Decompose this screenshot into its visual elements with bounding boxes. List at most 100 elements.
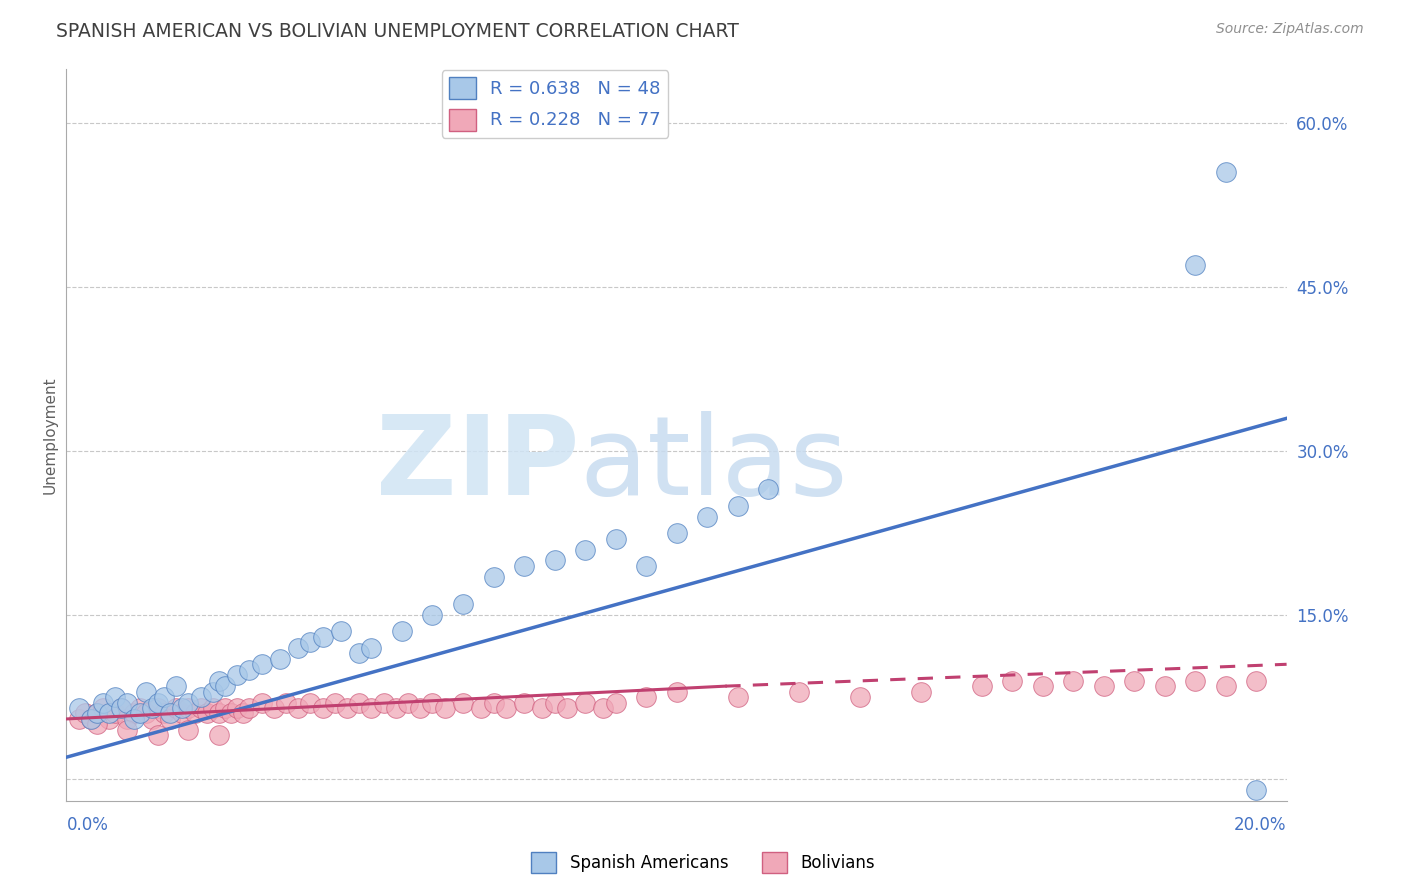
Text: Source: ZipAtlas.com: Source: ZipAtlas.com bbox=[1216, 22, 1364, 37]
Bolivians bbox=[177, 701, 200, 715]
Spanish Americans bbox=[146, 696, 169, 710]
Legend: R = 0.638   N = 48, R = 0.228   N = 77: R = 0.638 N = 48, R = 0.228 N = 77 bbox=[441, 70, 668, 137]
Bolivians bbox=[433, 701, 456, 715]
Bolivians bbox=[128, 701, 150, 715]
Bolivians bbox=[1123, 673, 1146, 688]
Spanish Americans bbox=[543, 553, 565, 567]
Bolivians bbox=[238, 701, 260, 715]
Spanish Americans bbox=[574, 542, 596, 557]
Spanish Americans bbox=[172, 701, 194, 715]
Spanish Americans bbox=[128, 706, 150, 721]
Bolivians bbox=[910, 684, 932, 698]
Spanish Americans bbox=[110, 701, 132, 715]
Bolivians bbox=[349, 696, 371, 710]
Bolivians bbox=[373, 696, 395, 710]
Bolivians bbox=[172, 706, 194, 721]
Bolivians bbox=[232, 706, 254, 721]
Bolivians bbox=[470, 701, 492, 715]
Bolivians bbox=[195, 706, 218, 721]
Spanish Americans bbox=[1244, 783, 1267, 797]
Text: atlas: atlas bbox=[579, 410, 848, 517]
Bolivians bbox=[1032, 679, 1054, 693]
Bolivians bbox=[146, 701, 169, 715]
Bolivians bbox=[422, 696, 444, 710]
Bolivians bbox=[495, 701, 517, 715]
Bolivians bbox=[360, 701, 382, 715]
Bolivians bbox=[1244, 673, 1267, 688]
Bolivians bbox=[1062, 673, 1084, 688]
Spanish Americans bbox=[756, 483, 779, 497]
Bolivians bbox=[226, 701, 249, 715]
Bolivians bbox=[214, 701, 236, 715]
Spanish Americans bbox=[226, 668, 249, 682]
Bolivians bbox=[201, 701, 224, 715]
Spanish Americans bbox=[299, 635, 322, 649]
Spanish Americans bbox=[634, 558, 657, 573]
Bolivians bbox=[117, 712, 139, 726]
Bolivians bbox=[605, 696, 627, 710]
Y-axis label: Unemployment: Unemployment bbox=[44, 376, 58, 493]
Spanish Americans bbox=[98, 706, 121, 721]
Spanish Americans bbox=[482, 570, 505, 584]
Bolivians bbox=[1001, 673, 1024, 688]
Spanish Americans bbox=[269, 652, 291, 666]
Bolivians bbox=[787, 684, 810, 698]
Text: 0.0%: 0.0% bbox=[66, 816, 108, 834]
Spanish Americans bbox=[80, 712, 103, 726]
Bolivians bbox=[190, 701, 212, 715]
Bolivians bbox=[208, 706, 231, 721]
Bolivians bbox=[574, 696, 596, 710]
Bolivians bbox=[159, 712, 181, 726]
Spanish Americans bbox=[312, 630, 335, 644]
Spanish Americans bbox=[177, 696, 200, 710]
Bolivians bbox=[141, 712, 163, 726]
Bolivians bbox=[98, 712, 121, 726]
Bolivians bbox=[513, 696, 536, 710]
Bolivians bbox=[274, 696, 297, 710]
Bolivians bbox=[665, 684, 688, 698]
Bolivians bbox=[727, 690, 749, 704]
Bolivians bbox=[263, 701, 285, 715]
Text: 20.0%: 20.0% bbox=[1234, 816, 1286, 834]
Bolivians bbox=[848, 690, 870, 704]
Spanish Americans bbox=[165, 679, 187, 693]
Spanish Americans bbox=[696, 509, 718, 524]
Spanish Americans bbox=[153, 690, 176, 704]
Spanish Americans bbox=[91, 696, 114, 710]
Bolivians bbox=[970, 679, 993, 693]
Spanish Americans bbox=[287, 640, 309, 655]
Bolivians bbox=[312, 701, 335, 715]
Spanish Americans bbox=[1184, 258, 1206, 272]
Bolivians bbox=[86, 706, 108, 721]
Spanish Americans bbox=[208, 673, 231, 688]
Spanish Americans bbox=[135, 684, 157, 698]
Bolivians bbox=[250, 696, 273, 710]
Bolivians bbox=[183, 706, 205, 721]
Bolivians bbox=[592, 701, 614, 715]
Spanish Americans bbox=[214, 679, 236, 693]
Bolivians bbox=[122, 706, 145, 721]
Spanish Americans bbox=[727, 499, 749, 513]
Spanish Americans bbox=[1215, 165, 1237, 179]
Text: SPANISH AMERICAN VS BOLIVIAN UNEMPLOYMENT CORRELATION CHART: SPANISH AMERICAN VS BOLIVIAN UNEMPLOYMEN… bbox=[56, 22, 740, 41]
Spanish Americans bbox=[391, 624, 413, 639]
Spanish Americans bbox=[360, 640, 382, 655]
Spanish Americans bbox=[349, 646, 371, 660]
Bolivians bbox=[531, 701, 554, 715]
Bolivians bbox=[336, 701, 359, 715]
Spanish Americans bbox=[665, 526, 688, 541]
Bolivians bbox=[67, 712, 90, 726]
Bolivians bbox=[555, 701, 578, 715]
Spanish Americans bbox=[238, 663, 260, 677]
Spanish Americans bbox=[86, 706, 108, 721]
Bolivians bbox=[117, 723, 139, 737]
Bolivians bbox=[208, 728, 231, 742]
Bolivians bbox=[323, 696, 346, 710]
Bolivians bbox=[482, 696, 505, 710]
Bolivians bbox=[543, 696, 565, 710]
Spanish Americans bbox=[451, 597, 474, 611]
Spanish Americans bbox=[122, 712, 145, 726]
Bolivians bbox=[634, 690, 657, 704]
Spanish Americans bbox=[330, 624, 353, 639]
Bolivians bbox=[153, 706, 176, 721]
